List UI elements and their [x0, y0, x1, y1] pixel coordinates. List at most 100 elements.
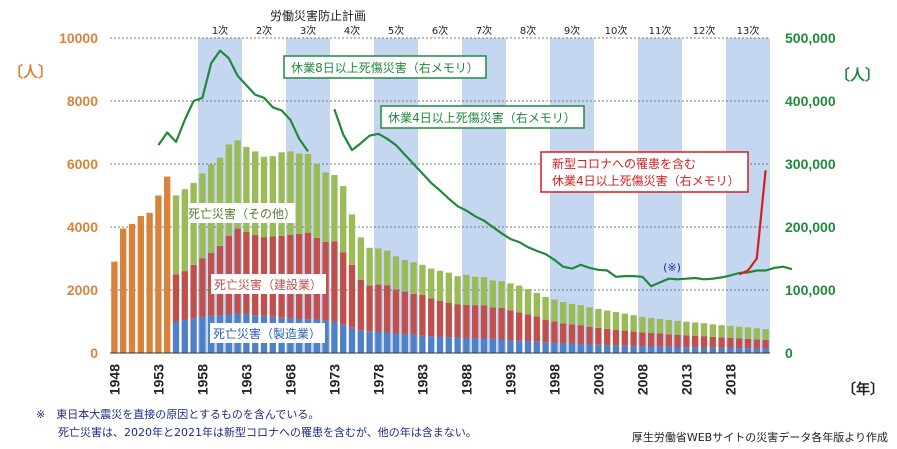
right-tick-label: 200,000: [785, 219, 836, 235]
bar-manufacturing: [718, 347, 725, 353]
bar-construction: [472, 305, 479, 339]
bar-other: [586, 307, 593, 327]
bar-manufacturing: [516, 340, 523, 353]
bar-other: [278, 152, 285, 236]
bar-manufacturing: [331, 321, 338, 353]
bar-manufacturing: [190, 318, 197, 353]
left-tick-label: 8000: [67, 93, 98, 109]
bar-manufacturing: [419, 335, 426, 353]
bar-construction: [595, 327, 602, 345]
earthquake-marker: (※): [663, 261, 681, 274]
bar-other: [753, 328, 760, 340]
bar-construction: [357, 279, 364, 331]
right-tick-label: 400,000: [785, 93, 836, 109]
bar-total-early: [146, 212, 153, 353]
bar-construction: [480, 305, 488, 339]
bar-other: [401, 260, 408, 292]
bar-other: [296, 153, 303, 234]
bar-other: [700, 323, 708, 337]
bar-manufacturing: [533, 341, 540, 353]
bar-construction: [516, 312, 523, 341]
bar-other: [533, 292, 540, 317]
source-note: 厚生労働省WEBサイトの災害データ各年版より作成: [632, 430, 888, 444]
bar-other: [463, 274, 470, 305]
bar-other: [190, 182, 197, 265]
x-tick-label: 2013: [678, 364, 694, 395]
bar-construction: [656, 333, 664, 347]
bar-other: [472, 276, 479, 306]
x-tick-label: 1953: [150, 364, 166, 395]
bar-construction: [700, 336, 708, 348]
bar-manufacturing: [340, 324, 347, 353]
bar-manufacturing: [181, 319, 188, 353]
bar-other: [348, 214, 356, 265]
bar-manufacturing: [595, 344, 602, 353]
bar-manufacturing: [568, 343, 576, 353]
bar-other: [551, 299, 558, 322]
bar-manufacturing: [674, 347, 681, 353]
bar-construction: [612, 329, 620, 346]
plan-label: 6次: [432, 24, 448, 37]
x-tick-label: 1993: [502, 364, 518, 395]
bar-manufacturing: [348, 327, 356, 353]
right-axis-unit: 〔人〕: [835, 66, 880, 84]
bar-construction: [577, 325, 584, 345]
bar-other: [454, 276, 461, 305]
bar-total-early: [120, 228, 127, 353]
bar-total-early: [137, 215, 144, 353]
covid-label-box: [540, 151, 749, 193]
x-tick-label: 1998: [546, 364, 562, 395]
bar-manufacturing: [542, 342, 549, 353]
bar-other: [269, 156, 276, 237]
right-tick-label: 100,000: [785, 282, 836, 298]
lost8-label-box: [283, 55, 487, 79]
bar-manufacturing: [577, 344, 584, 353]
bar-construction: [630, 331, 637, 347]
line-covid: [738, 170, 767, 276]
bar-other: [243, 146, 250, 233]
bar-construction: [604, 328, 611, 346]
bar-construction: [384, 285, 391, 333]
bar-total-early: [155, 195, 162, 353]
plan-label: 5次: [388, 24, 404, 37]
bar-manufacturing: [375, 331, 382, 353]
bar-construction: [428, 298, 435, 337]
bar-manufacturing: [366, 331, 373, 353]
x-tick-label: 1968: [282, 364, 298, 395]
footnote-line1: ※ 東日本大震災を直接の原因とするものを含んでいる。: [36, 407, 319, 421]
bar-construction: [243, 232, 250, 314]
bar-manufacturing: [480, 338, 488, 353]
bar-construction: [560, 323, 567, 344]
bar-manufacturing: [401, 334, 408, 353]
bar-other: [234, 140, 241, 229]
chart-title: 労働災害防止計画: [270, 8, 366, 23]
bar-other: [480, 277, 488, 306]
bar-manufacturing: [384, 332, 391, 353]
plan-label: 11次: [649, 24, 672, 37]
bar-total-early: [128, 223, 136, 353]
bar-manufacturing: [463, 337, 470, 353]
axes: 0 0 2000 100,000 4000 200,000 6000 300,000 8000 4…: [59, 30, 836, 395]
bar-construction: [568, 324, 576, 344]
bar-construction: [524, 314, 532, 342]
bar-manufacturing: [507, 340, 514, 353]
bar-construction: [586, 326, 593, 345]
bar-manufacturing: [665, 346, 672, 353]
bar-other: [709, 324, 716, 337]
bar-other: [542, 296, 549, 320]
bar-manufacturing: [560, 343, 567, 353]
bar-other: [428, 268, 435, 299]
bar-manufacturing: [762, 348, 769, 353]
plan-label: 10次: [605, 24, 628, 37]
bar-other: [225, 144, 232, 236]
manufacturing-label-box: [210, 323, 325, 343]
left-axis-unit: 〔人〕: [8, 63, 53, 81]
bar-construction: [674, 334, 681, 348]
line-lost8: [157, 49, 309, 153]
bar-manufacturing: [709, 347, 716, 353]
bar-manufacturing: [392, 333, 400, 353]
bar-other: [436, 270, 444, 301]
bar-manufacturing: [656, 346, 664, 353]
covid-label-line1: 新型コロナへの罹患を含む: [552, 156, 696, 171]
plan-band: [638, 38, 682, 353]
